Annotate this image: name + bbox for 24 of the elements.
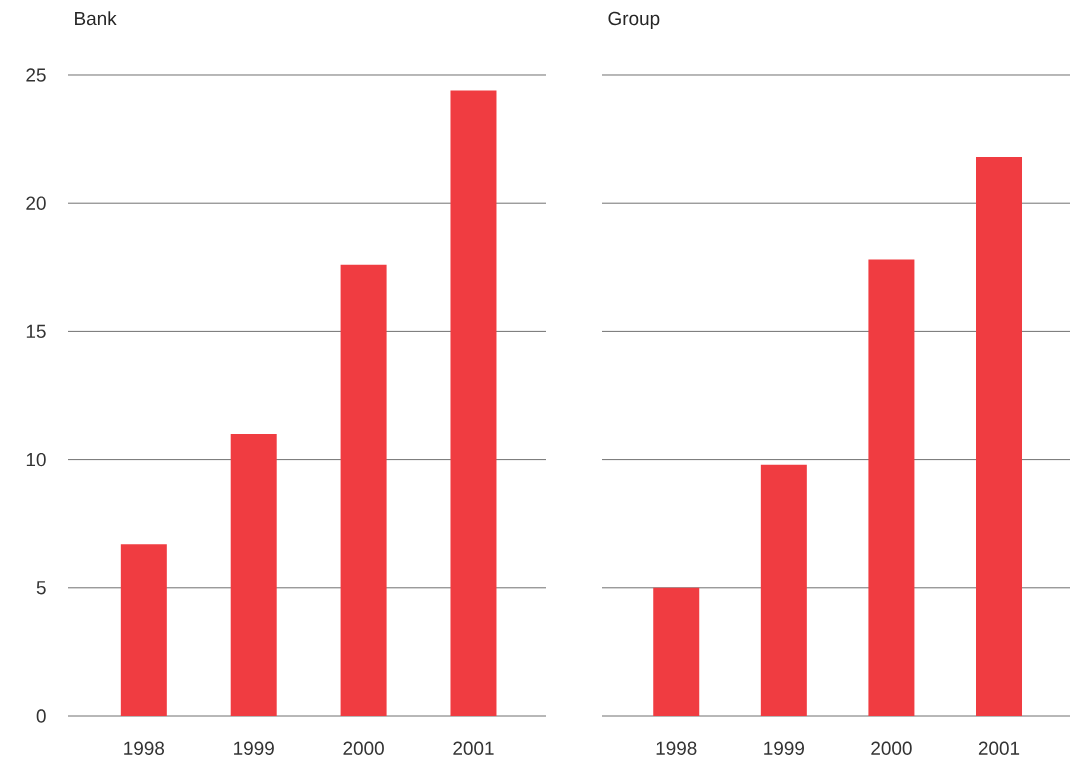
y-tick-label: 0 <box>36 709 46 723</box>
bar <box>230 433 277 716</box>
x-tick-label: 1998 <box>124 741 165 755</box>
chart-title: Group <box>608 11 660 29</box>
x-tick-label: 1999 <box>234 741 274 755</box>
bar <box>868 259 915 716</box>
y-tick-label: 10 <box>26 452 46 467</box>
x-tick-label: 1998 <box>656 741 697 755</box>
bar <box>450 90 497 716</box>
x-tick-label: 2001 <box>978 741 1020 755</box>
y-tick-label: 15 <box>26 324 46 338</box>
y-tick-label: 25 <box>26 68 46 82</box>
bar <box>120 544 167 716</box>
x-tick-label: 2000 <box>871 741 912 755</box>
bar <box>340 264 387 716</box>
x-tick-label: 2000 <box>343 741 384 755</box>
x-tick-label: 2001 <box>453 741 494 755</box>
bar <box>760 464 807 716</box>
y-tick-label: 20 <box>26 196 46 210</box>
x-tick-label: 1999 <box>764 741 804 755</box>
y-tick-label: 5 <box>36 581 46 595</box>
chart-title: Bank <box>75 11 117 26</box>
bar <box>976 157 1022 716</box>
bar <box>653 587 700 716</box>
